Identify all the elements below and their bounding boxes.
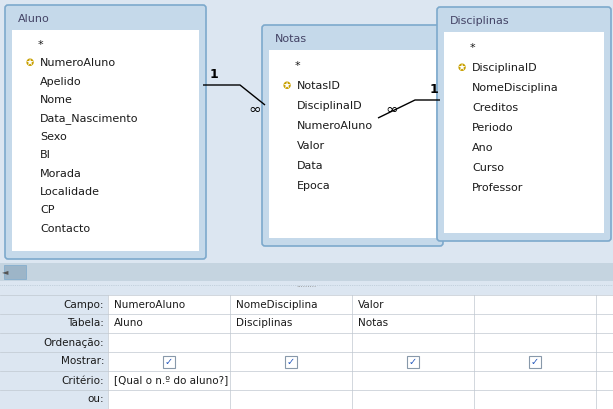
- Text: Sexo: Sexo: [40, 132, 67, 142]
- Text: Mostrar:: Mostrar:: [61, 357, 104, 366]
- Text: Periodo: Periodo: [472, 123, 514, 133]
- Text: .........: .........: [296, 282, 317, 288]
- FancyBboxPatch shape: [262, 25, 443, 246]
- FancyBboxPatch shape: [5, 5, 206, 259]
- FancyBboxPatch shape: [437, 7, 611, 241]
- Bar: [444, 32, 604, 233]
- Text: Nome: Nome: [40, 95, 73, 105]
- Text: Critério:: Critério:: [61, 375, 104, 386]
- Bar: [269, 50, 436, 238]
- Text: Creditos: Creditos: [472, 103, 518, 113]
- Text: Valor: Valor: [297, 141, 325, 151]
- Bar: [285, 355, 297, 368]
- Text: Valor: Valor: [358, 299, 384, 310]
- Text: NumeroAluno: NumeroAluno: [297, 121, 373, 131]
- Bar: [12, 30, 199, 251]
- Bar: [0, 263, 613, 281]
- Text: Apelido: Apelido: [40, 76, 82, 87]
- Text: NumeroAluno: NumeroAluno: [40, 58, 116, 68]
- Text: CP: CP: [40, 205, 55, 216]
- Text: NotasID: NotasID: [297, 81, 341, 91]
- Text: Disciplinas: Disciplinas: [236, 319, 292, 328]
- Text: Disciplinas: Disciplinas: [450, 16, 509, 26]
- Bar: [163, 355, 175, 368]
- Text: *: *: [38, 40, 44, 50]
- Text: NomeDisciplina: NomeDisciplina: [472, 83, 559, 93]
- Bar: [4, 265, 26, 279]
- Text: Contacto: Contacto: [40, 224, 90, 234]
- Text: ✓: ✓: [531, 357, 539, 366]
- Text: Notas: Notas: [358, 319, 388, 328]
- Text: 1: 1: [210, 68, 219, 81]
- Text: Ano: Ano: [472, 143, 493, 153]
- Bar: [529, 355, 541, 368]
- Bar: [407, 355, 419, 368]
- Text: Ordenação:: Ordenação:: [44, 337, 104, 348]
- Text: ✓: ✓: [165, 357, 173, 366]
- Text: Data: Data: [297, 161, 324, 171]
- Text: Epoca: Epoca: [297, 181, 331, 191]
- Text: Professor: Professor: [472, 183, 524, 193]
- Text: Curso: Curso: [472, 163, 504, 173]
- Text: Data_Nascimento: Data_Nascimento: [40, 113, 139, 124]
- Text: [Qual o n.º do aluno?]: [Qual o n.º do aluno?]: [114, 375, 228, 386]
- Text: BI: BI: [40, 150, 51, 160]
- Text: Notas: Notas: [275, 34, 307, 44]
- Text: 1: 1: [430, 83, 439, 96]
- Text: ∞: ∞: [248, 102, 261, 117]
- Text: Tabela:: Tabela:: [67, 319, 104, 328]
- Text: *: *: [470, 43, 476, 53]
- Text: DisciplinaID: DisciplinaID: [297, 101, 363, 111]
- Text: Morada: Morada: [40, 169, 82, 179]
- Text: ✪: ✪: [283, 81, 291, 91]
- Text: ✪: ✪: [26, 58, 34, 68]
- Bar: [0, 295, 108, 409]
- Text: ∞: ∞: [385, 102, 398, 117]
- Text: ou:: ou:: [88, 395, 104, 405]
- Text: Aluno: Aluno: [114, 319, 144, 328]
- Text: Campo:: Campo:: [64, 299, 104, 310]
- Text: ✓: ✓: [287, 357, 295, 366]
- Bar: [0, 295, 613, 409]
- Text: Aluno: Aluno: [18, 14, 50, 24]
- Text: DisciplinaID: DisciplinaID: [472, 63, 538, 73]
- Text: NumeroAluno: NumeroAluno: [114, 299, 185, 310]
- Text: ✓: ✓: [409, 357, 417, 366]
- Text: Localidade: Localidade: [40, 187, 100, 197]
- Text: ✪: ✪: [458, 63, 466, 73]
- Text: ◄: ◄: [2, 267, 9, 276]
- Text: NomeDisciplina: NomeDisciplina: [236, 299, 318, 310]
- Text: *: *: [295, 61, 300, 71]
